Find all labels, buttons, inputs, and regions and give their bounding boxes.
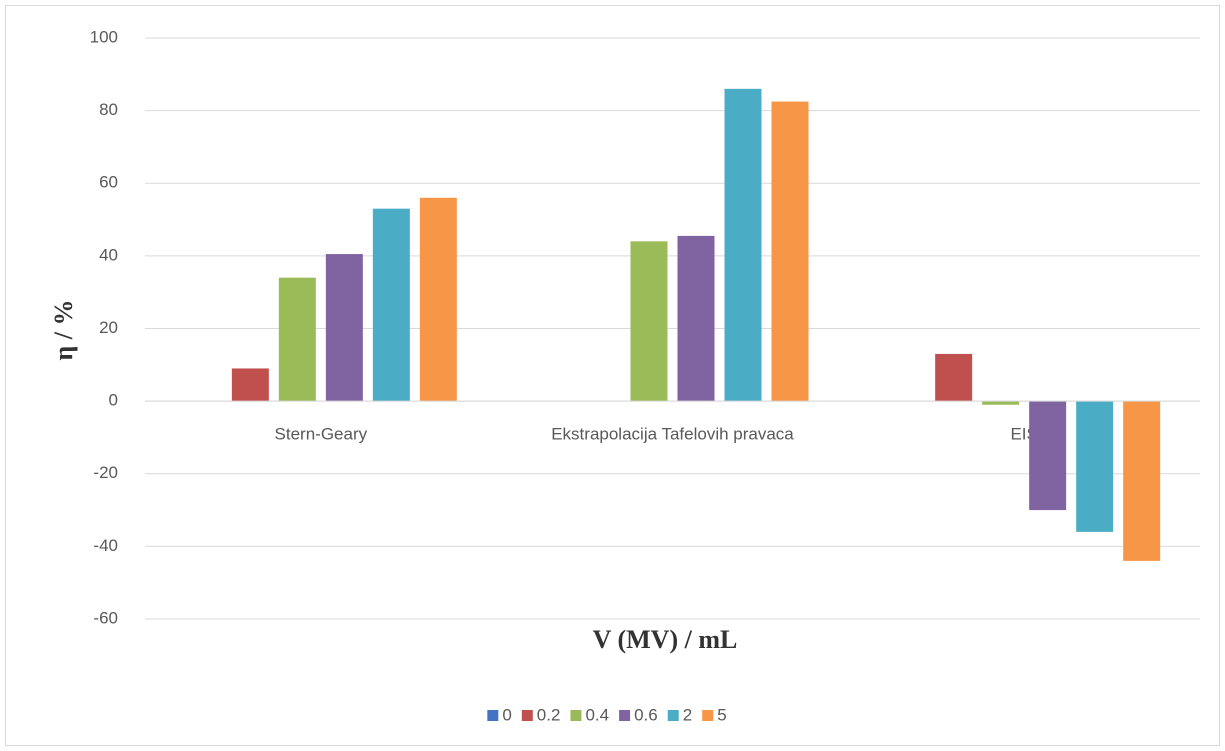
legend-swatch (570, 710, 582, 721)
legend-label: 0 (502, 705, 511, 724)
y-tick-label: 100 (90, 27, 118, 46)
y-tick-label: -60 (93, 608, 118, 627)
y-tick-label: 0 (109, 391, 118, 410)
bar (935, 353, 973, 402)
bar (1076, 401, 1114, 532)
legend-label: 0.2 (537, 705, 561, 724)
bar (630, 241, 668, 402)
bar (771, 101, 809, 402)
x-tick-label: Ekstrapolacija Tafelovih pravaca (551, 425, 794, 444)
legend-label: 0.6 (634, 705, 658, 724)
y-tick-label: 80 (99, 100, 118, 119)
chart-frame (5, 5, 1220, 746)
y-tick-label: -20 (93, 463, 118, 482)
y-axis-title: η / % (49, 300, 78, 361)
legend-label: 2 (683, 705, 692, 724)
y-tick-label: 40 (99, 245, 118, 264)
bar (982, 401, 1020, 405)
bar (231, 368, 269, 402)
legend-swatch (619, 710, 631, 721)
bar (278, 277, 316, 402)
legend-swatch (702, 710, 714, 721)
legend-swatch (487, 710, 499, 721)
bar (677, 235, 715, 402)
bar (724, 88, 762, 402)
x-tick-label: Stern-Geary (275, 425, 368, 444)
y-tick-label: 20 (99, 318, 118, 337)
y-tick-label: 60 (99, 173, 118, 192)
legend-swatch (521, 710, 533, 721)
bar (1123, 401, 1161, 561)
legend-swatch (667, 710, 679, 721)
y-tick-label: -40 (93, 536, 118, 555)
legend-label: 0.4 (585, 705, 609, 724)
bar (325, 254, 363, 402)
bar (372, 208, 410, 402)
legend-label: 5 (717, 705, 726, 724)
bar (1029, 401, 1067, 511)
bar (419, 197, 457, 402)
x-axis-title: V (MV) / mL (593, 625, 738, 654)
